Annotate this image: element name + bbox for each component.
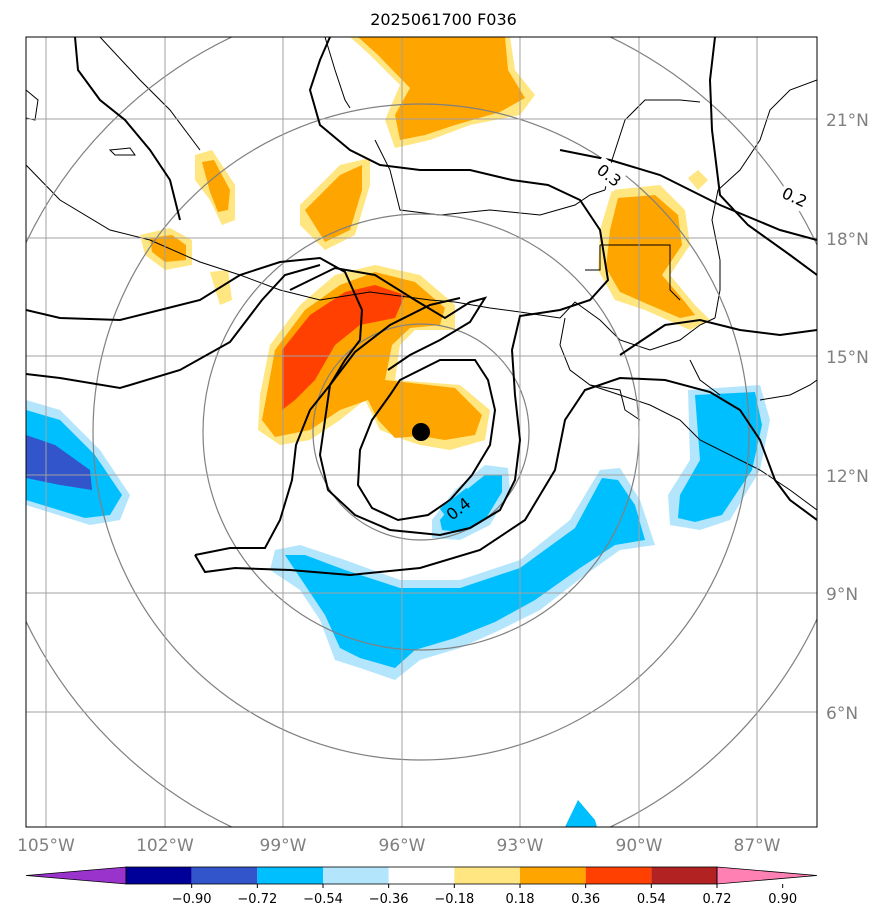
contour-east: [619, 318, 817, 356]
lat-label-15n: 15°N: [826, 348, 869, 368]
fill-e-small-yellow: [688, 170, 708, 190]
contour-south2: [194, 376, 817, 577]
colorbar-segment: [388, 867, 455, 884]
lon-label-96w: 96°W: [379, 836, 426, 856]
lon-label-90w: 90°W: [616, 836, 663, 856]
fill-e-orange: [606, 195, 695, 318]
colorbar-extend-high: [716, 866, 818, 885]
borders: [585, 244, 721, 421]
lat-label-9n: 9°N: [826, 585, 858, 605]
colorbar-tick-label: −0.90: [172, 892, 212, 907]
map-panel: [26, 37, 817, 827]
colorbar-segment: [520, 867, 586, 884]
fill-bottom-cyan: [565, 800, 597, 827]
colorbar-segment: [126, 867, 192, 884]
lat-label-6n: 6°N: [826, 704, 858, 724]
lon-label-102w: 102°W: [136, 836, 194, 856]
contour-outer: [26, 264, 321, 390]
colorbar-extend-low: [25, 866, 127, 885]
contour-0.3: [26, 37, 610, 537]
colorbar-tick-label: 0.18: [506, 892, 535, 907]
contour-mid: [289, 266, 488, 371]
map-frame: [25, 36, 818, 828]
contour-nw: [74, 37, 181, 221]
fill-cn-orange: [305, 165, 362, 242]
fill-w-orange: [150, 235, 186, 262]
colorbar-segment: [454, 867, 520, 884]
lat-labels: 21°N 18°N 15°N 12°N 9°N 6°N: [826, 111, 869, 724]
contour-south: [194, 297, 461, 556]
colorbar-tick-label: −0.18: [434, 892, 474, 907]
lat-label-18n: 18°N: [826, 230, 869, 250]
colorbar-tick-label: −0.54: [303, 892, 343, 907]
graticule: [26, 37, 817, 827]
colorbar-segment: [651, 867, 717, 884]
colorbar-segment: [585, 867, 652, 884]
colorbar-frame: [125, 866, 718, 885]
colorbar-segment: [191, 867, 258, 884]
fill-cw-blue: [26, 435, 92, 490]
fill-north-orange: [358, 37, 525, 140]
lon-labels: 105°W 102°W 99°W 96°W 93°W 90°W 87°W: [17, 836, 781, 856]
contour-ne: [708, 37, 817, 276]
colorbar-segment: [323, 867, 389, 884]
colorbar-tick-label: 0.72: [703, 892, 732, 907]
lat-label-21n: 21°N: [826, 111, 869, 131]
colorbar: −0.90 −0.72 −0.54 −0.36 −0.18 0.18 0.36 0.54 0.7…: [25, 866, 818, 907]
colorbar-tick-label: 0.90: [768, 892, 797, 907]
lat-label-12n: 12°N: [826, 467, 869, 487]
lon-label-87w: 87°W: [734, 836, 781, 856]
lon-label-99w: 99°W: [260, 836, 307, 856]
fill-ec-cyan: [678, 392, 762, 522]
contour-0.4: [356, 359, 497, 522]
colorbar-segment: [257, 867, 323, 884]
contours: [26, 37, 817, 577]
fill-main-red: [282, 285, 405, 410]
map-title: 2025061700 F036: [370, 10, 517, 29]
colorbar-tick-label: −0.36: [369, 892, 409, 907]
fill-s-cyan: [285, 478, 645, 668]
storm-center-marker: [412, 423, 430, 441]
lon-label-93w: 93°W: [497, 836, 544, 856]
lon-label-105w: 105°W: [17, 836, 75, 856]
colorbar-tick-label: 0.54: [637, 892, 666, 907]
fill-nw-orange: [202, 160, 230, 212]
colorbar-tick-label: −0.72: [237, 892, 277, 907]
colorbar-tick-label: 0.36: [571, 892, 600, 907]
